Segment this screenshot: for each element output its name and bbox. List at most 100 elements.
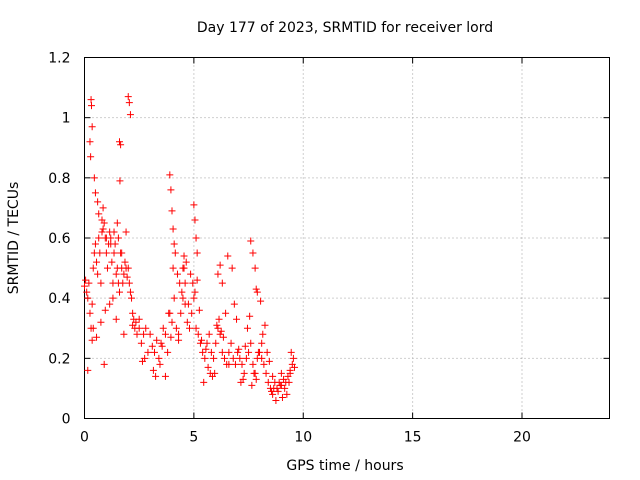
data-point bbox=[217, 327, 225, 335]
data-point bbox=[229, 354, 237, 362]
data-point bbox=[90, 174, 98, 182]
data-point bbox=[199, 348, 207, 356]
data-point bbox=[98, 216, 106, 224]
data-point bbox=[231, 360, 239, 368]
data-point bbox=[83, 288, 91, 296]
data-point bbox=[190, 294, 198, 302]
data-point bbox=[254, 348, 262, 356]
x-tick-label: 0 bbox=[80, 430, 89, 446]
data-point bbox=[241, 342, 249, 350]
data-point bbox=[86, 138, 94, 146]
data-point bbox=[192, 234, 200, 242]
data-point bbox=[161, 330, 169, 338]
y-tick-label: 0.6 bbox=[48, 231, 70, 247]
data-point bbox=[82, 276, 90, 284]
data-point bbox=[86, 309, 94, 317]
data-point bbox=[170, 240, 178, 248]
data-point bbox=[196, 339, 204, 347]
data-point bbox=[119, 279, 127, 287]
data-point bbox=[277, 369, 285, 377]
data-point bbox=[141, 354, 149, 362]
data-point bbox=[148, 342, 156, 350]
data-point bbox=[191, 216, 199, 224]
data-point bbox=[287, 348, 295, 356]
data-point bbox=[249, 249, 257, 257]
data-point bbox=[215, 315, 223, 323]
data-point bbox=[87, 153, 95, 161]
data-point bbox=[155, 354, 163, 362]
data-point bbox=[216, 261, 224, 269]
data-point bbox=[168, 318, 176, 326]
data-point bbox=[81, 282, 88, 290]
data-point bbox=[88, 336, 96, 344]
data-point bbox=[277, 381, 285, 389]
data-point bbox=[84, 366, 92, 374]
data-point bbox=[133, 330, 141, 338]
data-point bbox=[210, 354, 218, 362]
data-point bbox=[187, 270, 195, 278]
data-points bbox=[81, 93, 298, 404]
data-point bbox=[146, 330, 154, 338]
data-point bbox=[132, 318, 140, 326]
data-point bbox=[218, 348, 226, 356]
data-point bbox=[137, 339, 145, 347]
data-point bbox=[228, 264, 236, 272]
data-point bbox=[281, 384, 289, 392]
data-point bbox=[257, 297, 265, 305]
data-point bbox=[245, 348, 253, 356]
data-point bbox=[108, 258, 116, 266]
data-point bbox=[189, 279, 197, 287]
data-point bbox=[216, 330, 224, 338]
data-point bbox=[97, 279, 105, 287]
x-tick-label: 15 bbox=[404, 430, 422, 446]
data-point bbox=[198, 336, 206, 344]
data-point bbox=[99, 225, 107, 233]
data-point bbox=[164, 348, 172, 356]
data-point bbox=[242, 354, 250, 362]
data-point bbox=[110, 228, 118, 236]
data-point bbox=[200, 378, 208, 386]
data-point bbox=[203, 339, 211, 347]
data-point bbox=[264, 378, 272, 386]
data-point bbox=[126, 288, 134, 296]
data-point bbox=[259, 330, 267, 338]
data-point bbox=[116, 138, 123, 146]
data-point bbox=[205, 330, 213, 338]
data-point bbox=[175, 330, 183, 338]
data-point bbox=[258, 339, 266, 347]
x-tick-label: 20 bbox=[513, 430, 531, 446]
data-point bbox=[221, 354, 228, 362]
data-point bbox=[225, 360, 233, 368]
data-point bbox=[169, 264, 177, 272]
data-point bbox=[88, 102, 95, 110]
data-point bbox=[218, 279, 226, 287]
data-point bbox=[158, 342, 166, 350]
data-point bbox=[91, 189, 99, 197]
data-point bbox=[190, 201, 198, 209]
data-point bbox=[269, 372, 277, 380]
data-point bbox=[263, 348, 271, 356]
data-point bbox=[106, 300, 114, 308]
data-point bbox=[109, 294, 117, 302]
data-point bbox=[251, 264, 259, 272]
data-point bbox=[157, 339, 165, 347]
data-point bbox=[159, 324, 167, 332]
data-point bbox=[233, 315, 241, 323]
data-point bbox=[89, 264, 97, 272]
data-point bbox=[269, 390, 277, 398]
data-point bbox=[89, 324, 97, 332]
data-point bbox=[169, 225, 177, 233]
x-axis-label: GPS time / hours bbox=[286, 458, 403, 474]
data-point bbox=[121, 258, 129, 266]
data-point bbox=[212, 339, 220, 347]
data-point bbox=[95, 210, 103, 218]
data-point bbox=[272, 396, 280, 404]
data-point bbox=[120, 330, 128, 338]
y-tick-label: 0.4 bbox=[48, 291, 70, 307]
data-point bbox=[249, 360, 257, 368]
data-point bbox=[182, 258, 190, 266]
data-point bbox=[153, 336, 161, 344]
data-point bbox=[238, 360, 246, 368]
data-point bbox=[214, 270, 222, 278]
